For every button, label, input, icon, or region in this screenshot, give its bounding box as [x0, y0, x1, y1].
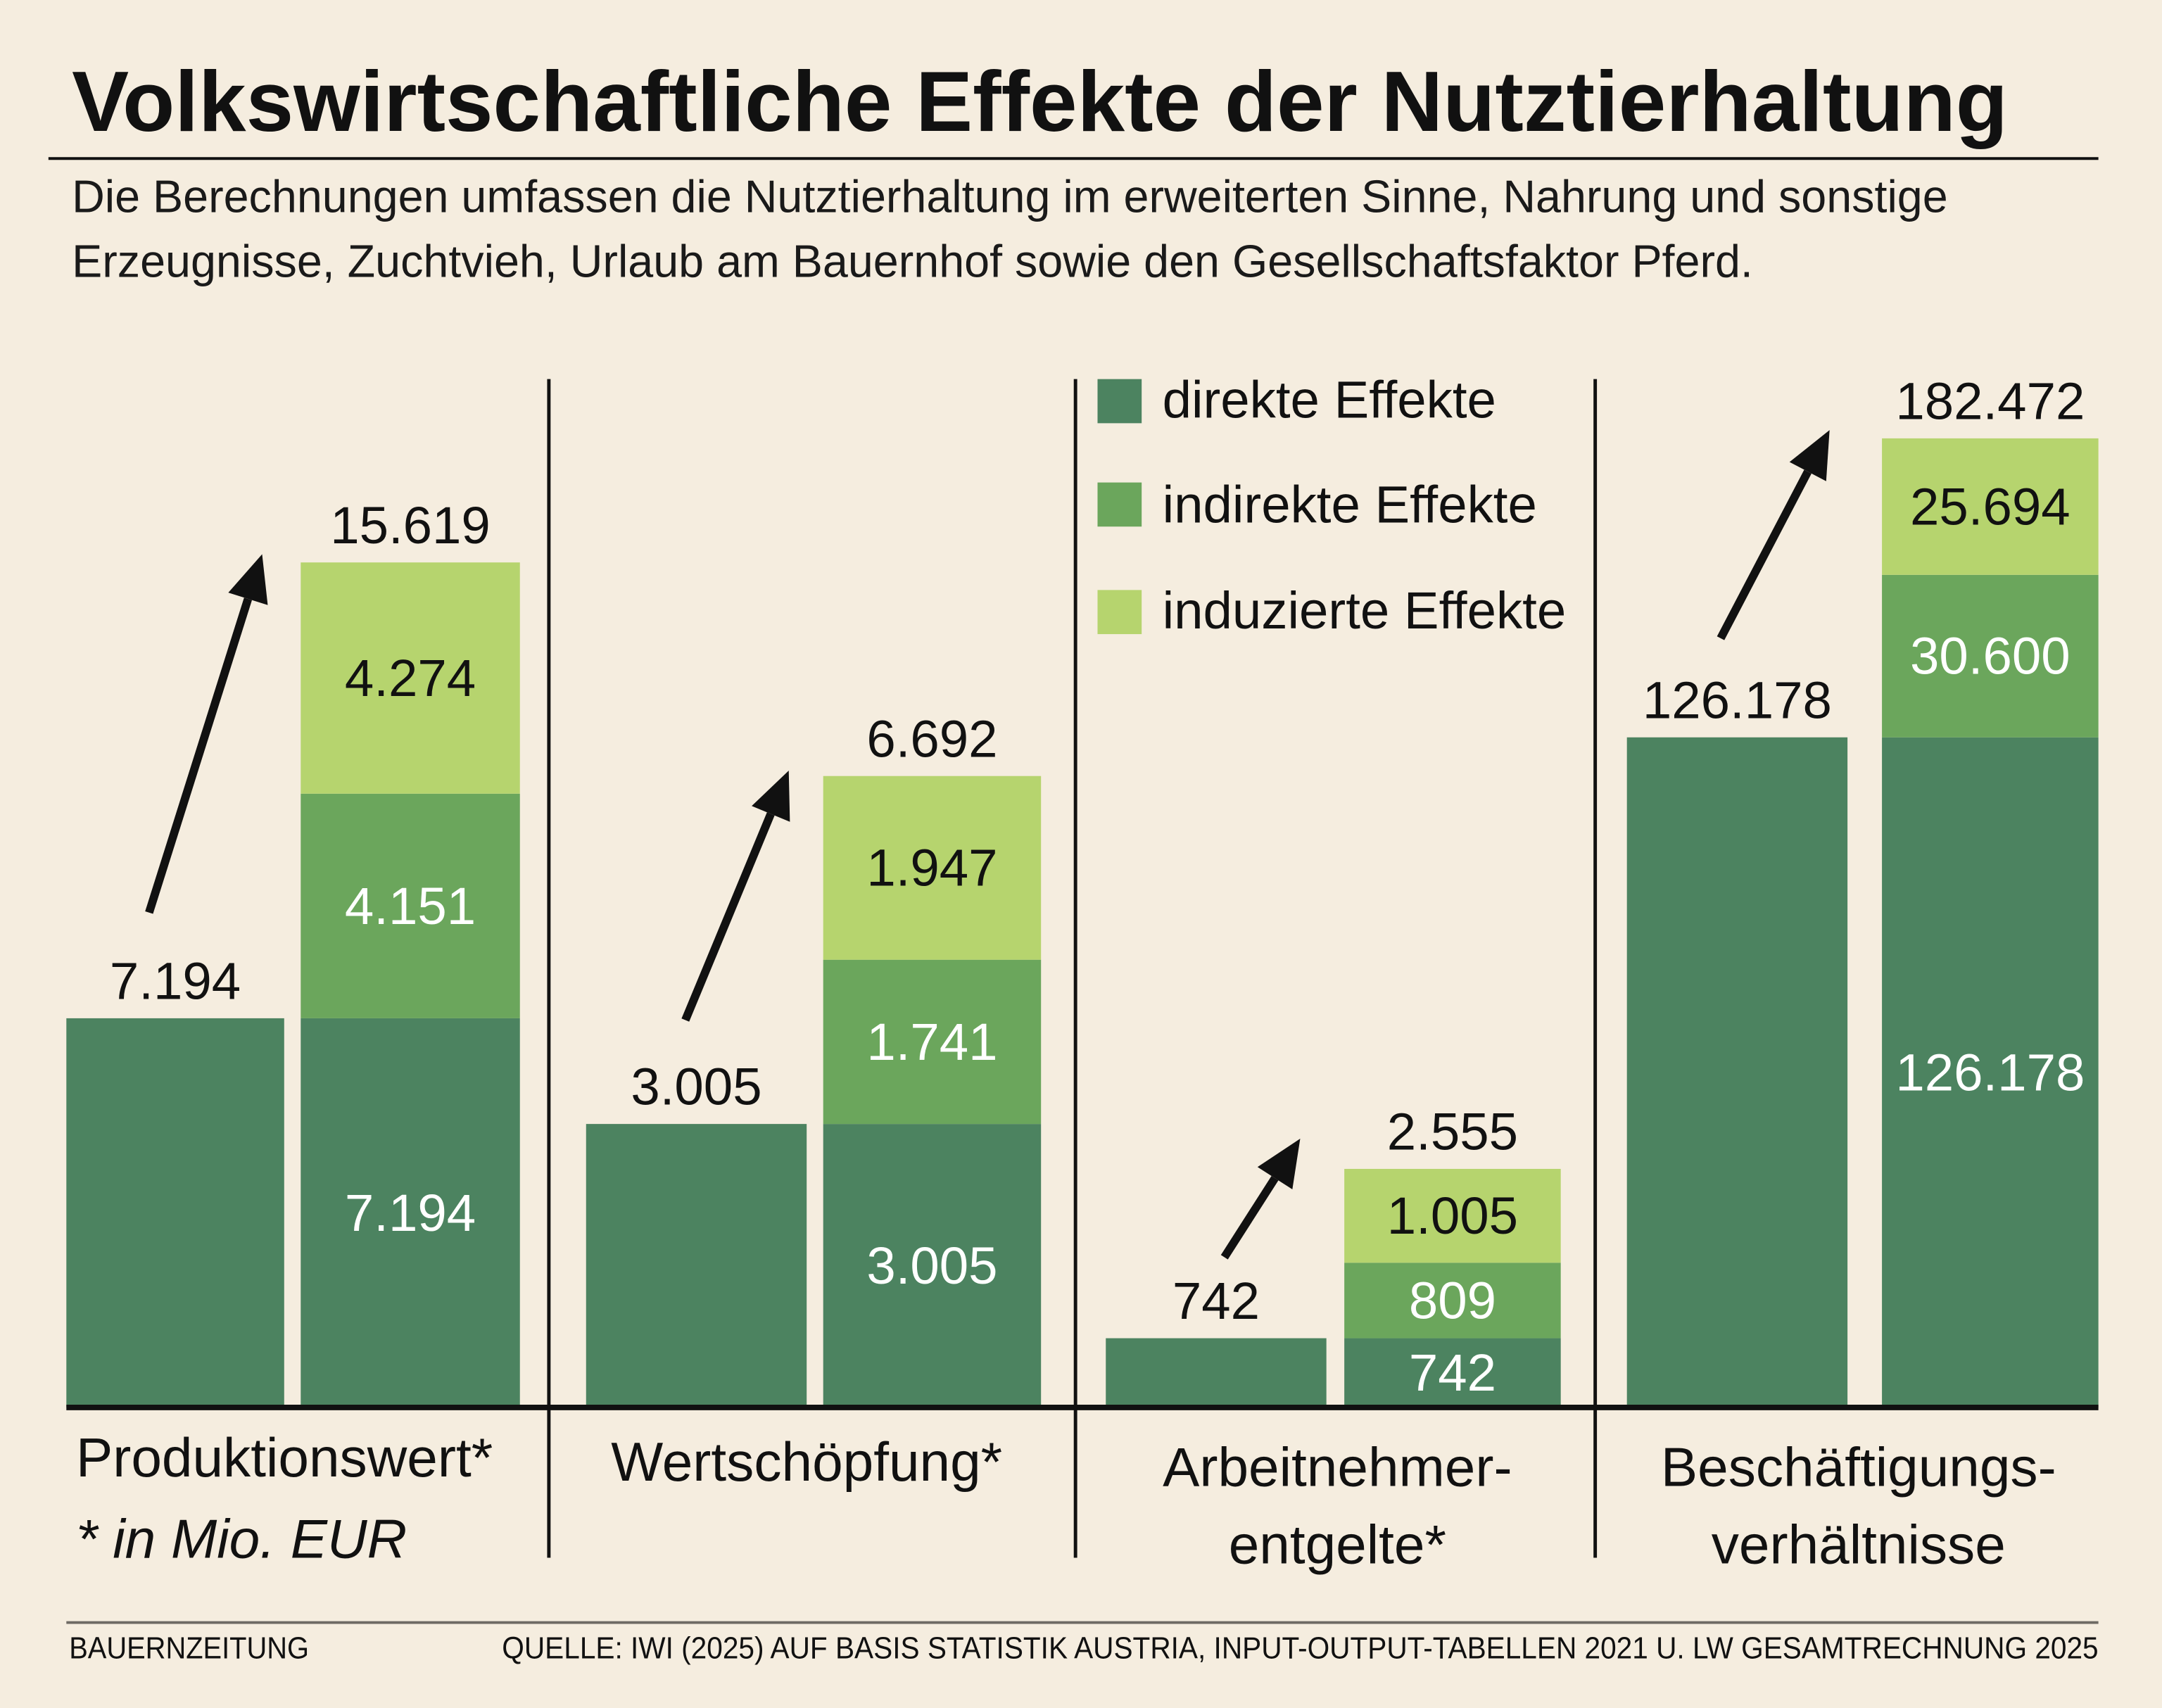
category-label: verhältnisse: [1712, 1513, 2006, 1575]
subtitle-line-2: Erzeugnisse, Zuchtvieh, Urlaub am Bauern…: [72, 236, 1753, 287]
chart-title: Volkswirtschaftliche Effekte der Nutztie…: [72, 53, 2008, 149]
value-label-direct: 742: [1172, 1272, 1260, 1330]
legend-label-induziert: induzierte Effekte: [1163, 581, 1567, 640]
value-label-total: 15.619: [330, 496, 491, 555]
segment-label: 1.005: [1387, 1187, 1518, 1245]
value-label-direct: 7.194: [110, 951, 241, 1010]
arrow-head-icon: [1789, 430, 1830, 481]
bar-segment-direkt: [1344, 1338, 1561, 1407]
arrow-shaft: [681, 812, 775, 1022]
legend-label-indirekt: indirekte Effekte: [1163, 475, 1537, 533]
arrow-head-icon: [228, 554, 268, 605]
bar-segment-indirekt: [823, 959, 1042, 1125]
legend-label-direkt: direkte Effekte: [1163, 371, 1496, 429]
category-label: entgelte*: [1229, 1513, 1446, 1575]
arrow-head-icon: [752, 770, 790, 822]
segment-label: 1.741: [866, 1013, 997, 1071]
segment-label: 1.947: [866, 839, 997, 897]
legend: direkte Effekte indirekte Effekte induzi…: [1097, 371, 1567, 640]
arrow-shaft: [1717, 469, 1812, 640]
segment-label: 7.194: [345, 1184, 476, 1242]
segment-label: 25.694: [1910, 477, 2071, 536]
footnote: * in Mio. EUR: [76, 1507, 407, 1569]
value-label-total: 6.692: [866, 709, 997, 768]
segment-label: 742: [1409, 1343, 1496, 1402]
category-label: Arbeitnehmer-: [1163, 1436, 1512, 1498]
segment-label: 4.151: [345, 877, 476, 935]
subtitle-line-1: Die Berechnungen umfassen die Nutztierha…: [72, 171, 1948, 222]
segment-label: 126.178: [1895, 1043, 2085, 1101]
bar-direct: [66, 1018, 284, 1407]
value-label-direct: 3.005: [631, 1058, 761, 1116]
bar-segment-direkt: [301, 1018, 520, 1407]
segment-label: 809: [1409, 1271, 1496, 1329]
segment-label: 3.005: [866, 1236, 997, 1295]
bar-segment-direkt: [1882, 737, 2099, 1407]
bars: 7.194 7.194 4.151 4.274 15.619 3.005 3.005 1.74…: [66, 372, 2099, 1407]
bar-direct: [586, 1124, 807, 1407]
arrow-shaft: [1220, 1175, 1279, 1260]
bar-segment-indirekt: [1882, 574, 2099, 738]
category-label: Produktionswert*: [76, 1427, 493, 1488]
bar-segment-direkt: [823, 1124, 1042, 1407]
value-label-direct: 126.178: [1643, 671, 1832, 729]
arrow-shaft: [145, 597, 253, 914]
arrow-head-icon: [1257, 1139, 1301, 1189]
value-label-total: 182.472: [1895, 372, 2085, 430]
category-label: Beschäftigungs-: [1661, 1436, 2056, 1498]
bar-segment-indirekt: [1344, 1263, 1561, 1339]
legend-swatch-indirekt: [1097, 482, 1142, 527]
footer-source: QUELLE: IWI (2025) AUF BASIS STATISTIK A…: [502, 1631, 2098, 1665]
value-label-total: 2.555: [1387, 1103, 1518, 1161]
bar-direct: [1626, 737, 1848, 1407]
footer-publisher: BAUERNZEITUNG: [69, 1631, 309, 1665]
bar-segment-induziert: [1344, 1168, 1561, 1263]
segment-label: 30.600: [1910, 627, 2071, 685]
bar-segment-induziert: [823, 776, 1042, 960]
bar-segment-indirekt: [301, 793, 520, 1018]
category-label: Wertschöpfung*: [611, 1431, 1002, 1493]
bar-direct: [1106, 1338, 1327, 1407]
legend-swatch-induziert: [1097, 590, 1142, 635]
segment-label: 4.274: [345, 649, 476, 707]
bar-segment-induziert: [301, 562, 520, 794]
legend-swatch-direkt: [1097, 379, 1142, 424]
bar-segment-induziert: [1882, 438, 2099, 575]
